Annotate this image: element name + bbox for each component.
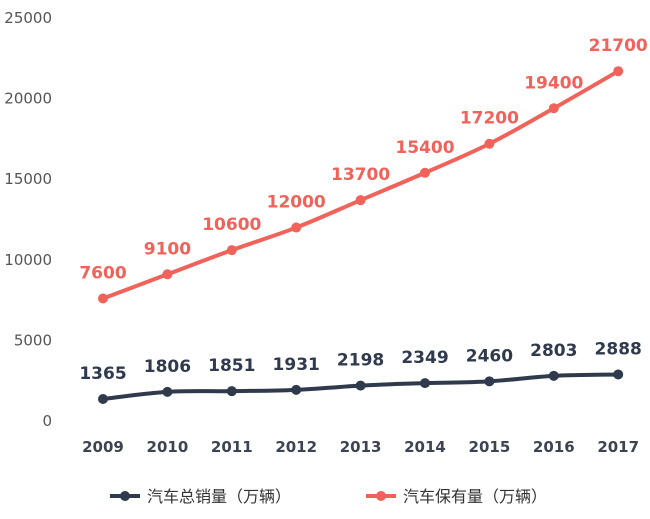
x-tick-label: 2016 (533, 438, 575, 456)
data-label: 1931 (273, 355, 320, 375)
series-layer: 1365 1806 1851 1931 2198 2349 2460 2803 2888 7600… (79, 36, 648, 404)
x-tick-label: 2012 (275, 438, 317, 456)
data-label: 7600 (79, 263, 126, 283)
data-point (548, 103, 559, 114)
series-1: 1365 1806 1851 1931 2198 2349 2460 2803 2888 (79, 339, 642, 404)
y-tick-label: 0 (42, 412, 52, 430)
data-point (226, 386, 237, 397)
data-point (162, 386, 173, 397)
data-point (98, 293, 108, 304)
data-point (420, 167, 430, 178)
x-tick-label: 2009 (82, 438, 124, 456)
legend-label: 汽车总销量（万辆） (147, 487, 291, 506)
data-label: 13700 (331, 165, 390, 185)
data-point (355, 195, 366, 206)
data-label: 2349 (401, 348, 448, 368)
data-label: 19400 (524, 73, 583, 93)
data-point (291, 222, 302, 233)
data-label: 1365 (79, 364, 126, 384)
data-label: 12000 (267, 193, 326, 213)
data-label: 2803 (530, 341, 577, 361)
x-axis: 2009 2010 2011 2012 2013 2014 2015 2016 2017 (82, 438, 639, 456)
data-label: 2888 (595, 339, 642, 359)
data-point (355, 380, 366, 391)
data-label: 15400 (395, 138, 454, 158)
data-point (226, 245, 237, 256)
data-label: 9100 (144, 239, 191, 259)
data-label: 2460 (466, 346, 513, 366)
y-tick-label: 15000 (4, 170, 52, 188)
legend-swatch-marker (376, 491, 386, 501)
y-tick-label: 20000 (4, 90, 52, 108)
data-point (98, 393, 108, 404)
y-tick-label: 5000 (14, 331, 52, 349)
data-point (420, 378, 430, 389)
data-point (162, 269, 173, 280)
y-axis: 0 5000 10000 15000 20000 25000 (4, 9, 52, 430)
legend: 汽车总销量（万辆） 汽车保有量（万辆） (110, 487, 547, 506)
data-point (613, 369, 624, 380)
data-label: 2198 (337, 351, 384, 371)
legend-swatch-marker (120, 491, 130, 501)
y-tick-label: 25000 (4, 9, 52, 27)
data-point (548, 370, 559, 381)
x-tick-label: 2017 (597, 438, 639, 456)
x-tick-label: 2014 (404, 438, 446, 456)
x-tick-label: 2013 (340, 438, 382, 456)
legend-label: 汽车保有量（万辆） (403, 487, 547, 506)
data-point (613, 66, 624, 77)
data-label: 1851 (208, 356, 255, 376)
x-tick-label: 2011 (211, 438, 253, 456)
data-label: 17200 (460, 109, 519, 129)
x-tick-label: 2010 (147, 438, 189, 456)
data-point (484, 376, 495, 387)
data-point (291, 384, 302, 395)
data-label: 1806 (144, 357, 191, 377)
data-label: 10600 (202, 215, 261, 235)
y-tick-label: 10000 (4, 251, 52, 269)
x-tick-label: 2015 (469, 438, 511, 456)
data-label: 21700 (589, 36, 648, 56)
data-point (484, 138, 495, 149)
